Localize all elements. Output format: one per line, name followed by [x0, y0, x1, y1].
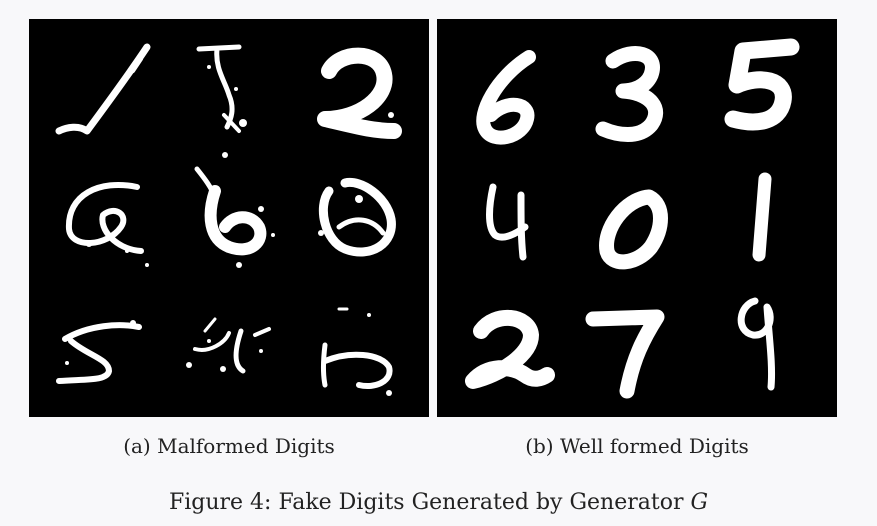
malformed-digit-r3c2: [186, 317, 271, 374]
digit-1: [752, 172, 772, 262]
subfigure-a-caption: (a) Malformed Digits: [123, 434, 335, 458]
digit-4: [486, 183, 529, 261]
digit-3: [595, 46, 664, 142]
digit-0: [599, 189, 668, 270]
well-formed-digits-image: [437, 19, 837, 417]
figure-caption: Figure 4: Fake Digits Generated by Gener…: [0, 490, 877, 516]
figure-caption-text: Figure 4: Fake Digits Generated by Gener…: [168, 490, 684, 515]
malformed-digit-r3c1: [56, 320, 142, 384]
subfigure-b-caption: (b) Well formed Digits: [525, 434, 749, 458]
malformed-digit-r2c3: [318, 177, 396, 257]
digit-7: [585, 309, 665, 399]
figure-caption-symbol: G: [690, 490, 709, 515]
malformed-digit-r2c2: [194, 152, 275, 268]
malformed-digit-r1c1: [55, 43, 151, 135]
digit-9: [737, 297, 776, 391]
malformed-digit-r2c1: [65, 181, 149, 267]
well-formed-digits-grid: [465, 38, 800, 399]
malformed-digit-r1c2: [196, 44, 247, 133]
digit-2: [465, 309, 555, 389]
digit-6: [476, 50, 536, 145]
malformed-digits-image: [29, 19, 429, 417]
malformed-digits-grid: [55, 43, 402, 396]
digit-5: [724, 38, 800, 131]
malformed-digit-r1c3: [317, 47, 402, 139]
malformed-digit-r3c3: [321, 307, 393, 396]
